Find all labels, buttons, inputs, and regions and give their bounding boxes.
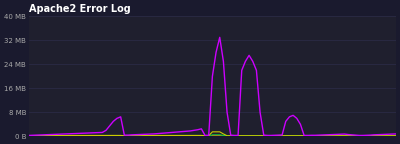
Text: Apache2 Error Log: Apache2 Error Log [29, 4, 131, 14]
